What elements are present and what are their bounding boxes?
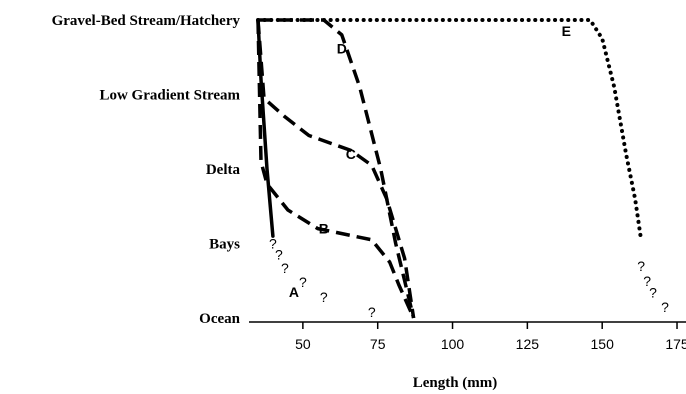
x-tick-label-75: 75 bbox=[370, 336, 386, 352]
series-labels: A B C D E bbox=[289, 23, 571, 300]
habitat-label-bays: Bays bbox=[209, 237, 240, 253]
question-marks: ?????????? bbox=[269, 236, 669, 321]
series-label-e: E bbox=[562, 23, 571, 39]
x-tick-label-125: 125 bbox=[516, 336, 540, 352]
question-mark-a-5: ? bbox=[368, 304, 376, 320]
series-label-d: D bbox=[337, 40, 347, 56]
x-tick-label-100: 100 bbox=[441, 336, 465, 352]
x-tick-label-150: 150 bbox=[591, 336, 615, 352]
habitat-axis-labels: Ocean Bays Delta Low Gradient Stream Gravel-… bbox=[52, 13, 241, 327]
series-label-b: B bbox=[319, 221, 329, 237]
x-axis-title: Length (mm) bbox=[413, 375, 498, 391]
series-line-e bbox=[256, 18, 644, 242]
question-mark-a-1: ? bbox=[275, 247, 283, 263]
question-mark-e-1: ? bbox=[643, 273, 651, 289]
question-mark-a-4: ? bbox=[320, 289, 328, 305]
habitat-label-low-gradient-stream: Low Gradient Stream bbox=[99, 88, 240, 104]
question-mark-e-0: ? bbox=[637, 258, 645, 274]
habitat-label-ocean: Ocean bbox=[199, 311, 240, 327]
habitat-label-delta: Delta bbox=[206, 162, 241, 178]
habitat-label-gravel-bed-stream-hatchery: Gravel-Bed Stream/Hatchery bbox=[52, 13, 241, 29]
series-line-b bbox=[256, 19, 416, 319]
series-label-a: A bbox=[289, 284, 299, 300]
question-mark-a-2: ? bbox=[281, 260, 289, 276]
series-lines bbox=[256, 18, 644, 319]
series-line-c bbox=[256, 19, 416, 319]
x-axis-ticks: 50 75 100 125 150 175 bbox=[295, 322, 686, 352]
x-tick-label-175: 175 bbox=[665, 336, 686, 352]
question-mark-a-0: ? bbox=[269, 236, 277, 252]
question-mark-e-3: ? bbox=[661, 299, 669, 315]
x-tick-label-50: 50 bbox=[295, 336, 311, 352]
series-label-c: C bbox=[346, 146, 356, 162]
question-mark-a-3: ? bbox=[299, 274, 307, 290]
question-mark-e-2: ? bbox=[649, 285, 657, 301]
